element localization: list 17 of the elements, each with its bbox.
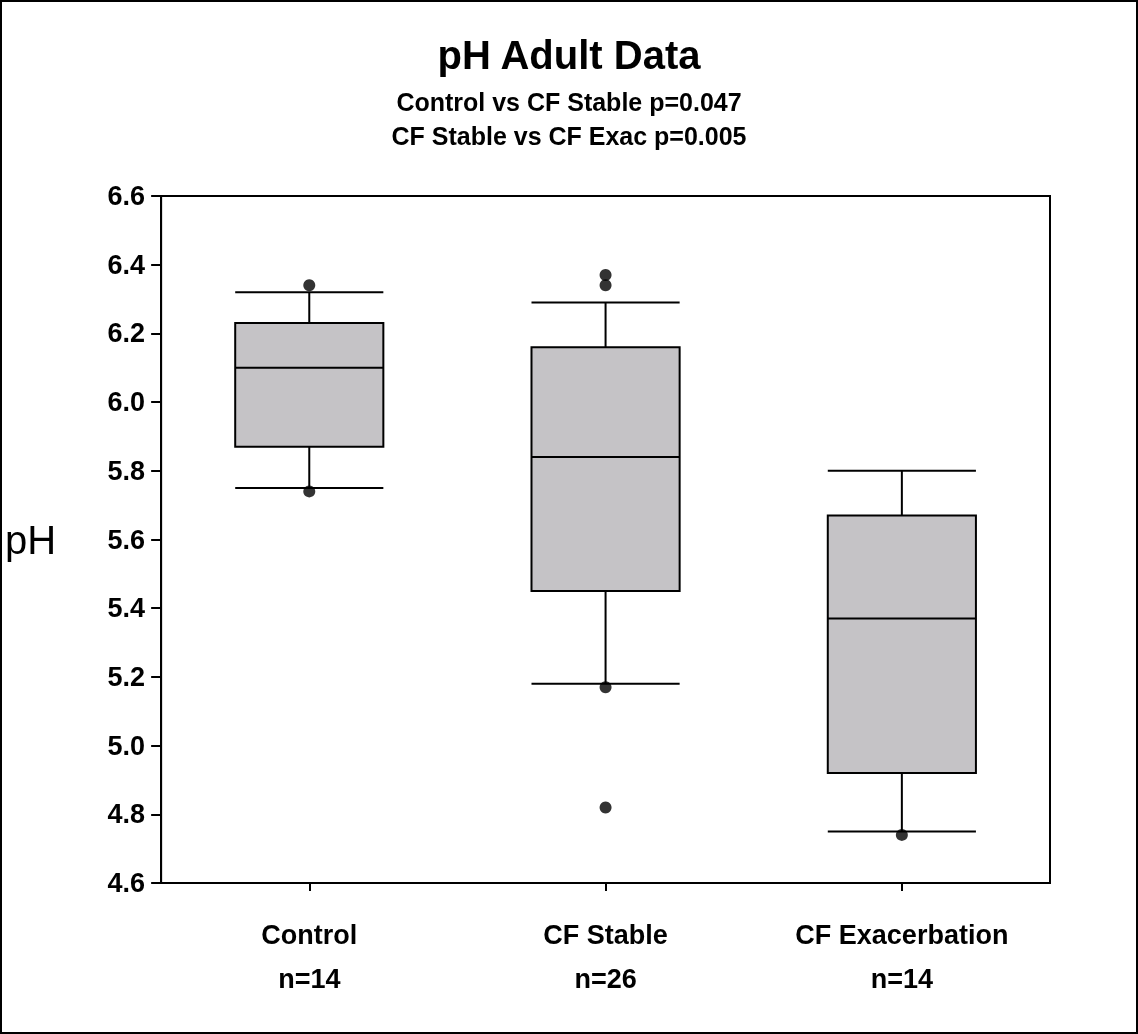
chart-subtitle: Control vs CF Stable p=0.047 CF Stable vs CF Exac p=0.005 (391, 88, 747, 150)
y-tick-label: 5.2 (107, 661, 146, 692)
x-tick-label: CF Stable n=26 (543, 920, 668, 994)
y-tick-label: 6.4 (107, 249, 146, 280)
y-tick-label: 5.6 (107, 524, 146, 555)
y-axis-title: pH (4, 517, 57, 562)
y-tick-label: 5.0 (107, 730, 146, 761)
chart-title: pH Adult Data (437, 33, 702, 77)
y-tick-label: 6.0 (107, 387, 146, 418)
y-tick-label: 6.6 (107, 181, 146, 211)
x-tick-label: CF Exacerbation n=14 (795, 920, 1009, 994)
y-tick-label: 6.2 (107, 318, 146, 349)
x-tick-label: Control n=14 (261, 920, 358, 994)
y-tick-label: 4.8 (107, 799, 146, 830)
y-tick-label: 4.6 (107, 868, 146, 898)
y-tick-label: 5.4 (107, 593, 146, 624)
y-tick-label: 5.8 (107, 455, 146, 486)
